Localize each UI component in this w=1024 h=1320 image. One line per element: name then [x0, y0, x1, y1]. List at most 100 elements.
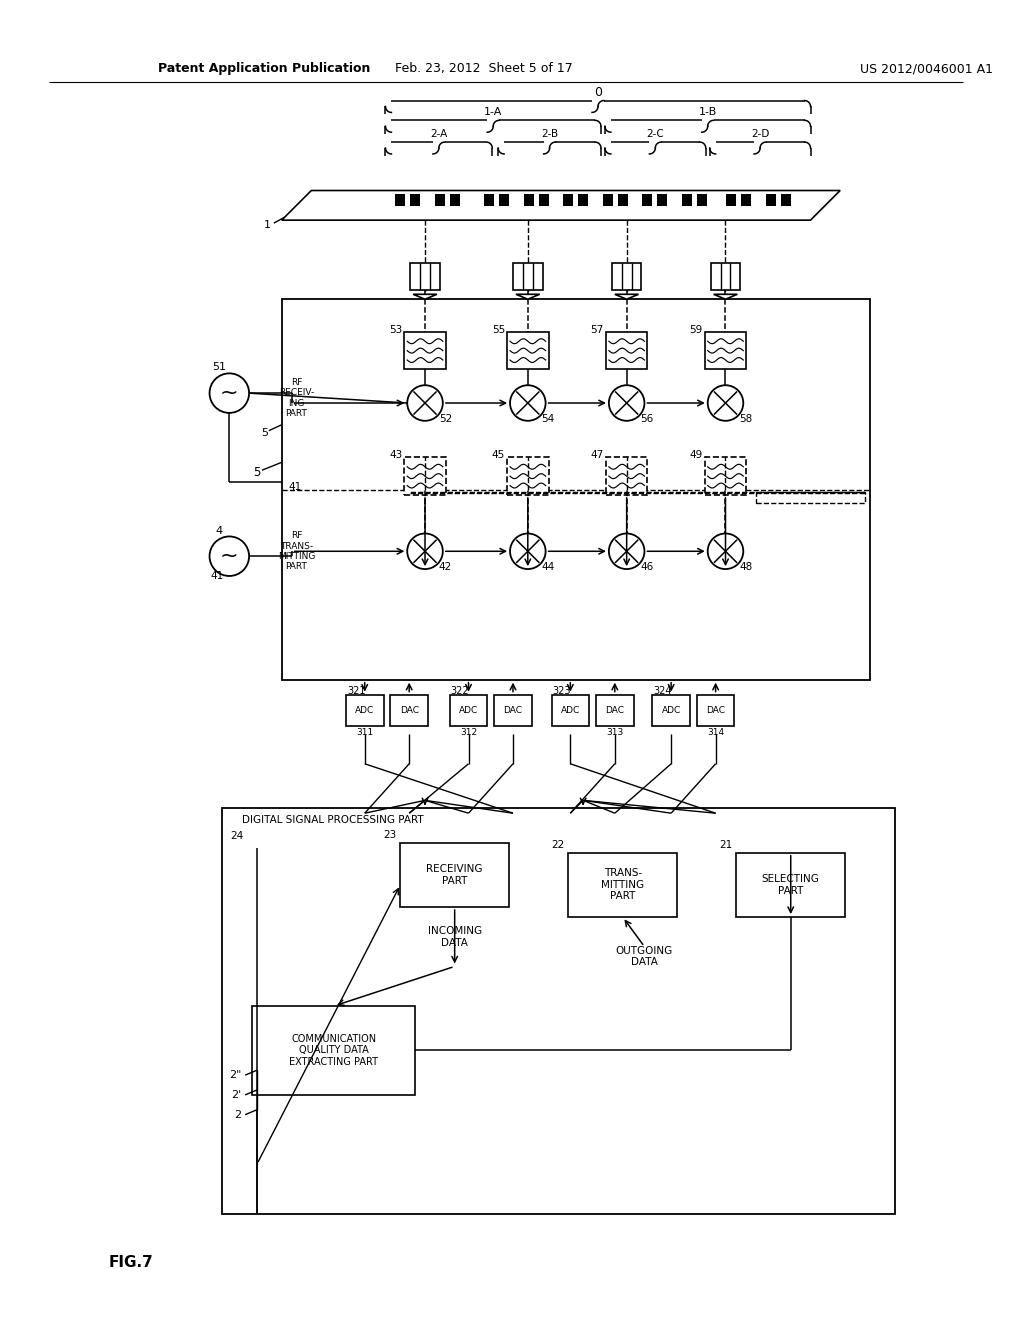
Text: 312: 312: [460, 727, 477, 737]
Bar: [766, 194, 776, 206]
Text: 54: 54: [542, 414, 555, 424]
Bar: [611, 263, 641, 290]
Text: 2: 2: [234, 1110, 242, 1119]
Text: 56: 56: [640, 414, 653, 424]
Circle shape: [510, 533, 546, 569]
Text: 2-D: 2-D: [751, 129, 769, 139]
Text: RECEIVING
PART: RECEIVING PART: [426, 865, 483, 886]
Circle shape: [510, 385, 546, 421]
Bar: [741, 194, 752, 206]
Text: INCOMING
DATA: INCOMING DATA: [428, 925, 481, 948]
Text: 42: 42: [439, 562, 453, 572]
Text: 313: 313: [606, 727, 624, 737]
Bar: [222, 808, 895, 1213]
Polygon shape: [714, 294, 737, 300]
Bar: [450, 694, 487, 726]
Bar: [579, 194, 588, 206]
Bar: [495, 694, 531, 726]
Circle shape: [708, 533, 743, 569]
Text: 23: 23: [383, 830, 396, 840]
Bar: [603, 194, 612, 206]
Text: 2-C: 2-C: [646, 129, 665, 139]
Bar: [606, 331, 647, 370]
Text: 52: 52: [439, 414, 453, 424]
Text: ~: ~: [220, 383, 239, 403]
Polygon shape: [516, 294, 540, 300]
Bar: [705, 457, 746, 495]
Text: 314: 314: [707, 727, 724, 737]
Text: 48: 48: [739, 562, 753, 572]
Text: 324: 324: [653, 685, 672, 696]
Text: 58: 58: [739, 414, 753, 424]
Bar: [552, 694, 589, 726]
Bar: [568, 853, 677, 917]
Text: 311: 311: [356, 727, 374, 737]
Text: 4: 4: [216, 525, 223, 536]
Bar: [563, 194, 573, 206]
Bar: [617, 194, 628, 206]
Polygon shape: [413, 294, 437, 300]
Text: DAC: DAC: [504, 706, 522, 715]
Text: 2-A: 2-A: [430, 129, 447, 139]
Text: RF
TRANS-
MITTING
PART: RF TRANS- MITTING PART: [278, 531, 315, 572]
Text: 53: 53: [389, 325, 402, 335]
Bar: [711, 263, 740, 290]
Text: 1-A: 1-A: [484, 107, 503, 117]
Text: ADC: ADC: [561, 706, 580, 715]
Bar: [705, 331, 746, 370]
Bar: [435, 194, 444, 206]
Circle shape: [210, 536, 249, 576]
Circle shape: [609, 385, 644, 421]
Text: ADC: ADC: [662, 706, 681, 715]
Bar: [282, 300, 869, 680]
Text: 2": 2": [228, 1071, 242, 1080]
Text: 49: 49: [689, 450, 702, 461]
Polygon shape: [614, 294, 639, 300]
Text: 55: 55: [492, 325, 505, 335]
Text: 51: 51: [212, 363, 226, 372]
Circle shape: [210, 374, 249, 413]
Text: Feb. 23, 2012  Sheet 5 of 17: Feb. 23, 2012 Sheet 5 of 17: [395, 62, 573, 75]
Bar: [411, 263, 440, 290]
Bar: [390, 694, 428, 726]
Text: 1-B: 1-B: [698, 107, 717, 117]
Text: 2': 2': [231, 1090, 242, 1100]
Text: 322: 322: [451, 685, 469, 696]
Text: 59: 59: [689, 325, 702, 335]
Bar: [697, 194, 707, 206]
Circle shape: [408, 385, 442, 421]
Bar: [781, 194, 791, 206]
Bar: [252, 1006, 415, 1094]
Polygon shape: [282, 190, 840, 220]
Bar: [507, 331, 549, 370]
Text: 47: 47: [591, 450, 604, 461]
Bar: [657, 194, 668, 206]
Text: 24: 24: [230, 830, 244, 841]
Bar: [606, 457, 647, 495]
Text: 2-B: 2-B: [541, 129, 558, 139]
Text: ~: ~: [220, 546, 239, 566]
Text: DAC: DAC: [707, 706, 725, 715]
Bar: [404, 331, 445, 370]
Text: 22: 22: [551, 840, 564, 850]
Circle shape: [408, 533, 442, 569]
Text: DAC: DAC: [605, 706, 625, 715]
Text: 1: 1: [263, 220, 270, 230]
Bar: [395, 194, 406, 206]
Bar: [682, 194, 692, 206]
Bar: [736, 853, 845, 917]
Text: ADC: ADC: [459, 706, 478, 715]
Text: 46: 46: [640, 562, 653, 572]
Bar: [346, 694, 384, 726]
Text: 57: 57: [591, 325, 604, 335]
Text: OUTGOING
DATA: OUTGOING DATA: [615, 945, 673, 968]
Bar: [404, 457, 445, 495]
Text: SELECTING
PART: SELECTING PART: [762, 874, 819, 896]
Text: 321: 321: [347, 685, 366, 696]
Text: 41: 41: [211, 572, 224, 581]
Bar: [513, 263, 543, 290]
Text: TRANS-
MITTING
PART: TRANS- MITTING PART: [601, 869, 644, 902]
Bar: [652, 694, 690, 726]
Text: ADC: ADC: [355, 706, 375, 715]
Text: 45: 45: [492, 450, 505, 461]
